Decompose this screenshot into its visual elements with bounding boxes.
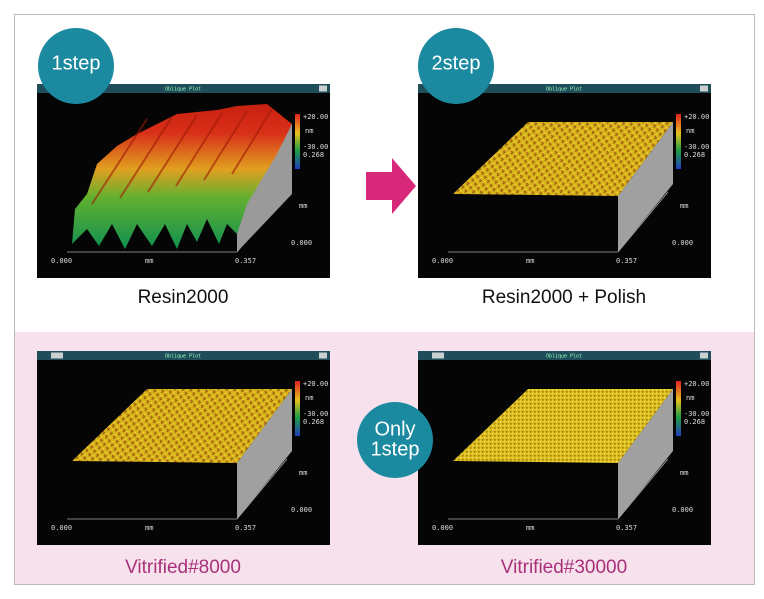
plot-label: mm — [145, 257, 153, 265]
plot-label: 0.000 — [51, 524, 72, 532]
color-bar — [676, 381, 681, 436]
plot-label: nm — [305, 394, 313, 402]
plot-label: 0.357 — [616, 524, 637, 532]
plot-label: 0.000 — [432, 524, 453, 532]
plot-label: nm — [686, 127, 694, 135]
plot-label: 0.268 — [684, 418, 705, 426]
plot-label: 0.000 — [291, 506, 312, 514]
plot-label: +20.00 — [684, 113, 709, 121]
header-box — [319, 86, 327, 92]
plot-image: Oblique Plot +20.00 nm -30.000.268 mm 0.000 0.… — [418, 84, 711, 278]
plot-title: Oblique Plot — [165, 354, 201, 360]
plot-title: Oblique Plot — [546, 87, 582, 93]
plot-label: mm — [680, 202, 688, 210]
header-box — [700, 353, 708, 359]
plot-label: 0.268 — [303, 151, 324, 159]
color-bar — [676, 114, 681, 169]
plot-label: -30.00 — [303, 143, 328, 151]
plot-image: Oblique Plot +20.00 nm -30.000.268 mm 0.000 0.… — [418, 351, 711, 545]
color-bar — [295, 381, 300, 436]
plot-label: 0.000 — [672, 239, 693, 247]
plot-image: Oblique Plot +20.00 nm -30.000.268 mm 0.000 0.… — [37, 84, 330, 278]
badge-text: 2step — [432, 52, 481, 74]
plot-label: mm — [526, 524, 534, 532]
plot-label: 0.357 — [235, 524, 256, 532]
plot-label: +20.00 — [303, 380, 328, 388]
header-box — [319, 353, 327, 359]
caption: Vitrified#30000 — [501, 557, 627, 578]
badge-text: Only — [374, 418, 415, 440]
plot-label: 0.268 — [303, 418, 324, 426]
plot-label: -30.00 — [684, 143, 709, 151]
caption: Vitrified#8000 — [125, 557, 241, 578]
plot-title: Oblique Plot — [165, 87, 201, 93]
plot-image: Oblique Plot +20.00 nm -30.000.268 mm 0.000 0.… — [37, 351, 330, 545]
caption: Resin2000 — [138, 287, 229, 308]
plot-label: mm — [145, 524, 153, 532]
plot-title: Oblique Plot — [546, 354, 582, 360]
plot-label: mm — [680, 469, 688, 477]
plot-label: 0.000 — [432, 257, 453, 265]
plot-label: 0.268 — [684, 151, 705, 159]
header-box — [432, 353, 444, 359]
plot-label: 0.357 — [235, 257, 256, 265]
figure: Oblique Plot+20.00nm-30.000.268mm0.0000.… — [0, 0, 764, 594]
plot-label: mm — [526, 257, 534, 265]
header-box — [700, 86, 708, 92]
plot-label: nm — [686, 394, 694, 402]
plot-label: -30.00 — [684, 410, 709, 418]
color-bar — [295, 114, 300, 169]
plot-label: 0.000 — [291, 239, 312, 247]
plot-label: 0.000 — [672, 506, 693, 514]
plot-label: +20.00 — [303, 113, 328, 121]
header-box — [51, 353, 63, 359]
caption: Resin2000 + Polish — [482, 287, 646, 308]
plot-label: nm — [305, 127, 313, 135]
plot-label: mm — [299, 469, 307, 477]
badge-text: 1step — [371, 438, 420, 460]
plot-label: mm — [299, 202, 307, 210]
plot-label: 0.357 — [616, 257, 637, 265]
plot-label: +20.00 — [684, 380, 709, 388]
plot-label: -30.00 — [303, 410, 328, 418]
badge-text: 1step — [52, 52, 101, 74]
plot-label: 0.000 — [51, 257, 72, 265]
